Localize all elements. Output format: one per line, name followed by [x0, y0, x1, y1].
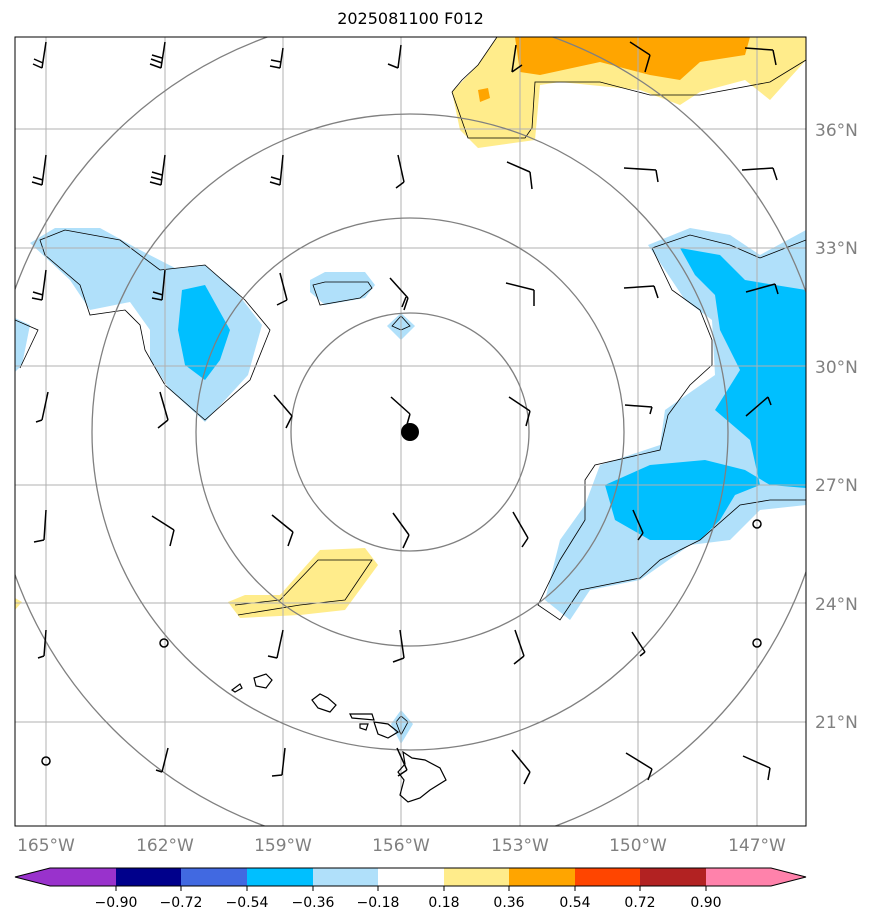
lon-label: 159°W — [254, 836, 312, 856]
colorbar-segment — [50, 868, 116, 886]
contour-lightblue-diamond-2 — [391, 710, 413, 744]
contour-lightblue-small — [310, 272, 375, 305]
lon-label: 156°W — [372, 836, 430, 856]
colorbar-segment — [706, 868, 771, 886]
colorbar-tick-label: 0.18 — [428, 895, 459, 911]
map-frame — [14, 36, 807, 827]
colorbar-segment — [116, 868, 181, 886]
colorbar-outline — [14, 867, 807, 887]
contour-cyan-east — [605, 248, 806, 540]
colorbar-low-extend — [15, 868, 50, 886]
lon-label: 165°W — [17, 836, 75, 856]
lon-labels: 165°W 162°W 159°W 156°W 153°W 150°W 147°… — [17, 836, 786, 856]
lat-label: 27°N — [815, 476, 858, 496]
colorbar-tick-label: −0.54 — [226, 895, 269, 911]
map-title: 2025081100 F012 — [337, 9, 484, 28]
colorbar-segment — [640, 868, 706, 886]
contour-yellow-edge — [15, 598, 22, 610]
colorbar-high-extend — [771, 868, 806, 886]
lon-label: 147°W — [728, 836, 786, 856]
colorbar-segment — [181, 868, 247, 886]
lon-label: 150°W — [609, 836, 667, 856]
range-rings — [15, 37, 806, 826]
contour-lines — [15, 37, 806, 736]
colorbar-segment — [247, 868, 313, 886]
colorbar-tick-label: −0.72 — [160, 895, 203, 911]
contour-orange-small — [478, 88, 490, 102]
colorbar-segment — [575, 868, 640, 886]
lat-label: 36°N — [815, 121, 858, 141]
colorbar-tick-label: −0.90 — [95, 895, 138, 911]
colorbar-segment — [509, 868, 575, 886]
lat-label: 24°N — [815, 595, 858, 615]
lat-labels: 36°N 33°N 30°N 27°N 24°N 21°N — [815, 121, 858, 733]
colorbar-tick-label: 0.36 — [493, 895, 524, 911]
colorbar-tick-label: −0.18 — [357, 895, 400, 911]
contour-lightblue-edge — [15, 318, 30, 372]
gridlines — [15, 37, 806, 826]
contour-cyan-west — [178, 285, 230, 380]
colorbar-tick-label: −0.36 — [292, 895, 335, 911]
colorbar-segment — [444, 868, 509, 886]
contour-orange-north — [515, 37, 750, 80]
colorbar-tick-label: 0.90 — [690, 895, 721, 911]
lat-label: 21°N — [815, 713, 858, 733]
colorbar-tick-label: 0.72 — [624, 895, 655, 911]
hawaii-coastlines — [230, 673, 447, 803]
wind-barbs — [31, 41, 779, 785]
colorbar-segment — [313, 868, 378, 886]
colorbar: −0.90 −0.72 −0.54 −0.36 −0.18 0.18 0.36 … — [14, 867, 807, 911]
calm-markers — [41, 519, 762, 766]
map-panel[interactable] — [0, 12, 830, 852]
colorbar-segment — [378, 868, 444, 886]
lat-label: 33°N — [815, 239, 858, 259]
lat-label: 30°N — [815, 358, 858, 378]
lon-label: 162°W — [136, 836, 194, 856]
storm-center-marker[interactable] — [401, 423, 419, 441]
lon-label: 153°W — [491, 836, 549, 856]
colorbar-tick-label: 0.54 — [559, 895, 590, 911]
